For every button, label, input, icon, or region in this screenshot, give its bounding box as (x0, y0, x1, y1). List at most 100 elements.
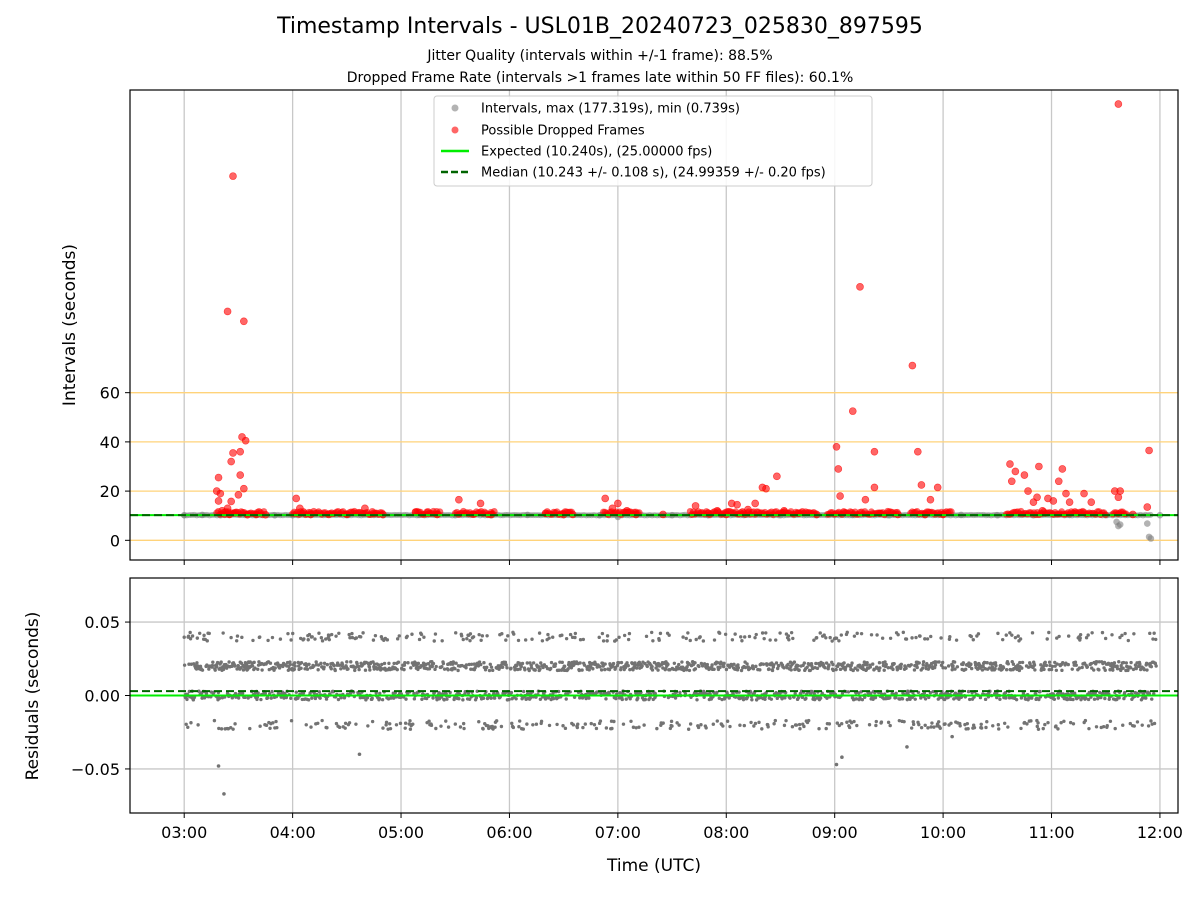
residual-point (996, 631, 1000, 636)
residual-point (965, 721, 970, 726)
residual-point (221, 631, 225, 635)
residual-point (304, 723, 308, 727)
residual-point (1060, 668, 1064, 673)
residual-point (644, 634, 649, 639)
dropped-frame-point (1116, 487, 1124, 495)
residual-point (754, 664, 758, 669)
residual-point (318, 696, 322, 700)
dropped-frame-point (236, 447, 245, 456)
residual-point (240, 635, 244, 640)
residual-point (343, 726, 347, 730)
residual-point (635, 691, 640, 695)
dropped-frame-point (229, 172, 237, 180)
residual-point (739, 635, 743, 639)
residual-point (547, 636, 551, 640)
residual-point (571, 723, 576, 727)
y-tick-label: 60 (100, 384, 120, 403)
residual-point (798, 727, 802, 731)
residual-point (275, 725, 279, 730)
residual-point (503, 660, 508, 664)
dropped-frame-point (455, 495, 463, 504)
residual-point (1026, 698, 1030, 702)
residual-point (769, 697, 774, 701)
residual-point (619, 660, 624, 665)
residual-point (736, 663, 740, 667)
residual-point (1038, 689, 1042, 694)
residual-point (578, 696, 582, 700)
residual-point (749, 720, 753, 725)
residual-point (952, 660, 957, 664)
residual-point (728, 724, 732, 729)
dropped-frame-point (241, 436, 250, 445)
residual-point (1115, 697, 1119, 702)
residual-point (1148, 631, 1152, 636)
residual-point (217, 696, 222, 700)
residual-point (281, 664, 285, 669)
residuals-panel: 0.05 0.00 −0.05 03:00 04:00 05:00 06:00 07:00 08… (23, 577, 1183, 876)
residual-point (289, 638, 293, 642)
dropped-frame-point (1143, 503, 1152, 511)
residual-point (531, 723, 535, 727)
residual-point (434, 664, 438, 669)
residual-point (286, 631, 290, 636)
residual-point (1055, 636, 1059, 640)
residual-point (486, 724, 490, 728)
residual-point (950, 668, 954, 672)
residual-point (525, 661, 529, 665)
residual-point (210, 663, 215, 668)
dropped-frame-point (733, 500, 741, 509)
residual-point (614, 696, 618, 701)
residual-point (278, 637, 283, 641)
residual-point (306, 698, 311, 702)
residual-point (406, 661, 410, 665)
residual-point (603, 667, 607, 672)
dropped-frame-point (856, 283, 864, 291)
residual-point (205, 639, 209, 643)
residual-point (902, 719, 906, 724)
residual-point (504, 663, 508, 667)
residual-point (733, 632, 737, 636)
residual-point (1011, 662, 1016, 666)
residual-point (765, 663, 769, 667)
residual-point (888, 636, 893, 641)
residual-point (416, 667, 420, 672)
residual-point (1043, 722, 1047, 727)
residual-point (186, 634, 191, 638)
residual-point (642, 723, 646, 727)
residual-point (1119, 664, 1123, 668)
residual-point (1050, 664, 1055, 669)
interval-point (1116, 521, 1124, 528)
residual-point (456, 668, 460, 673)
residual-point (822, 633, 826, 637)
residual-point (1101, 724, 1106, 729)
residual-point (626, 664, 630, 668)
residual-point (661, 721, 665, 725)
residual-point (551, 691, 555, 695)
residual-point (702, 662, 707, 666)
residual-point (575, 725, 580, 730)
residual-point (604, 726, 609, 730)
residual-point (299, 666, 303, 670)
residual-point (198, 664, 203, 669)
x-tick-label: 04:00 (270, 823, 316, 842)
dropped-frame-point (240, 317, 248, 326)
residual-point (265, 696, 270, 700)
residual-point (678, 690, 682, 695)
residual-point (404, 697, 408, 701)
residual-point (1019, 726, 1023, 731)
residual-point (948, 635, 952, 639)
residual-point (953, 667, 957, 671)
dropped-frame-point (227, 497, 235, 506)
residual-point (670, 724, 674, 728)
residual-point (357, 752, 362, 757)
residual-point (302, 637, 306, 641)
residual-point (621, 722, 626, 726)
residual-point (1152, 721, 1157, 726)
residual-point (1084, 696, 1088, 700)
residual-point (1010, 633, 1014, 637)
residual-point (684, 636, 688, 641)
dropped-frame-point (216, 489, 225, 498)
residual-point (767, 667, 771, 671)
residual-point (891, 667, 895, 672)
residual-point (648, 695, 652, 700)
